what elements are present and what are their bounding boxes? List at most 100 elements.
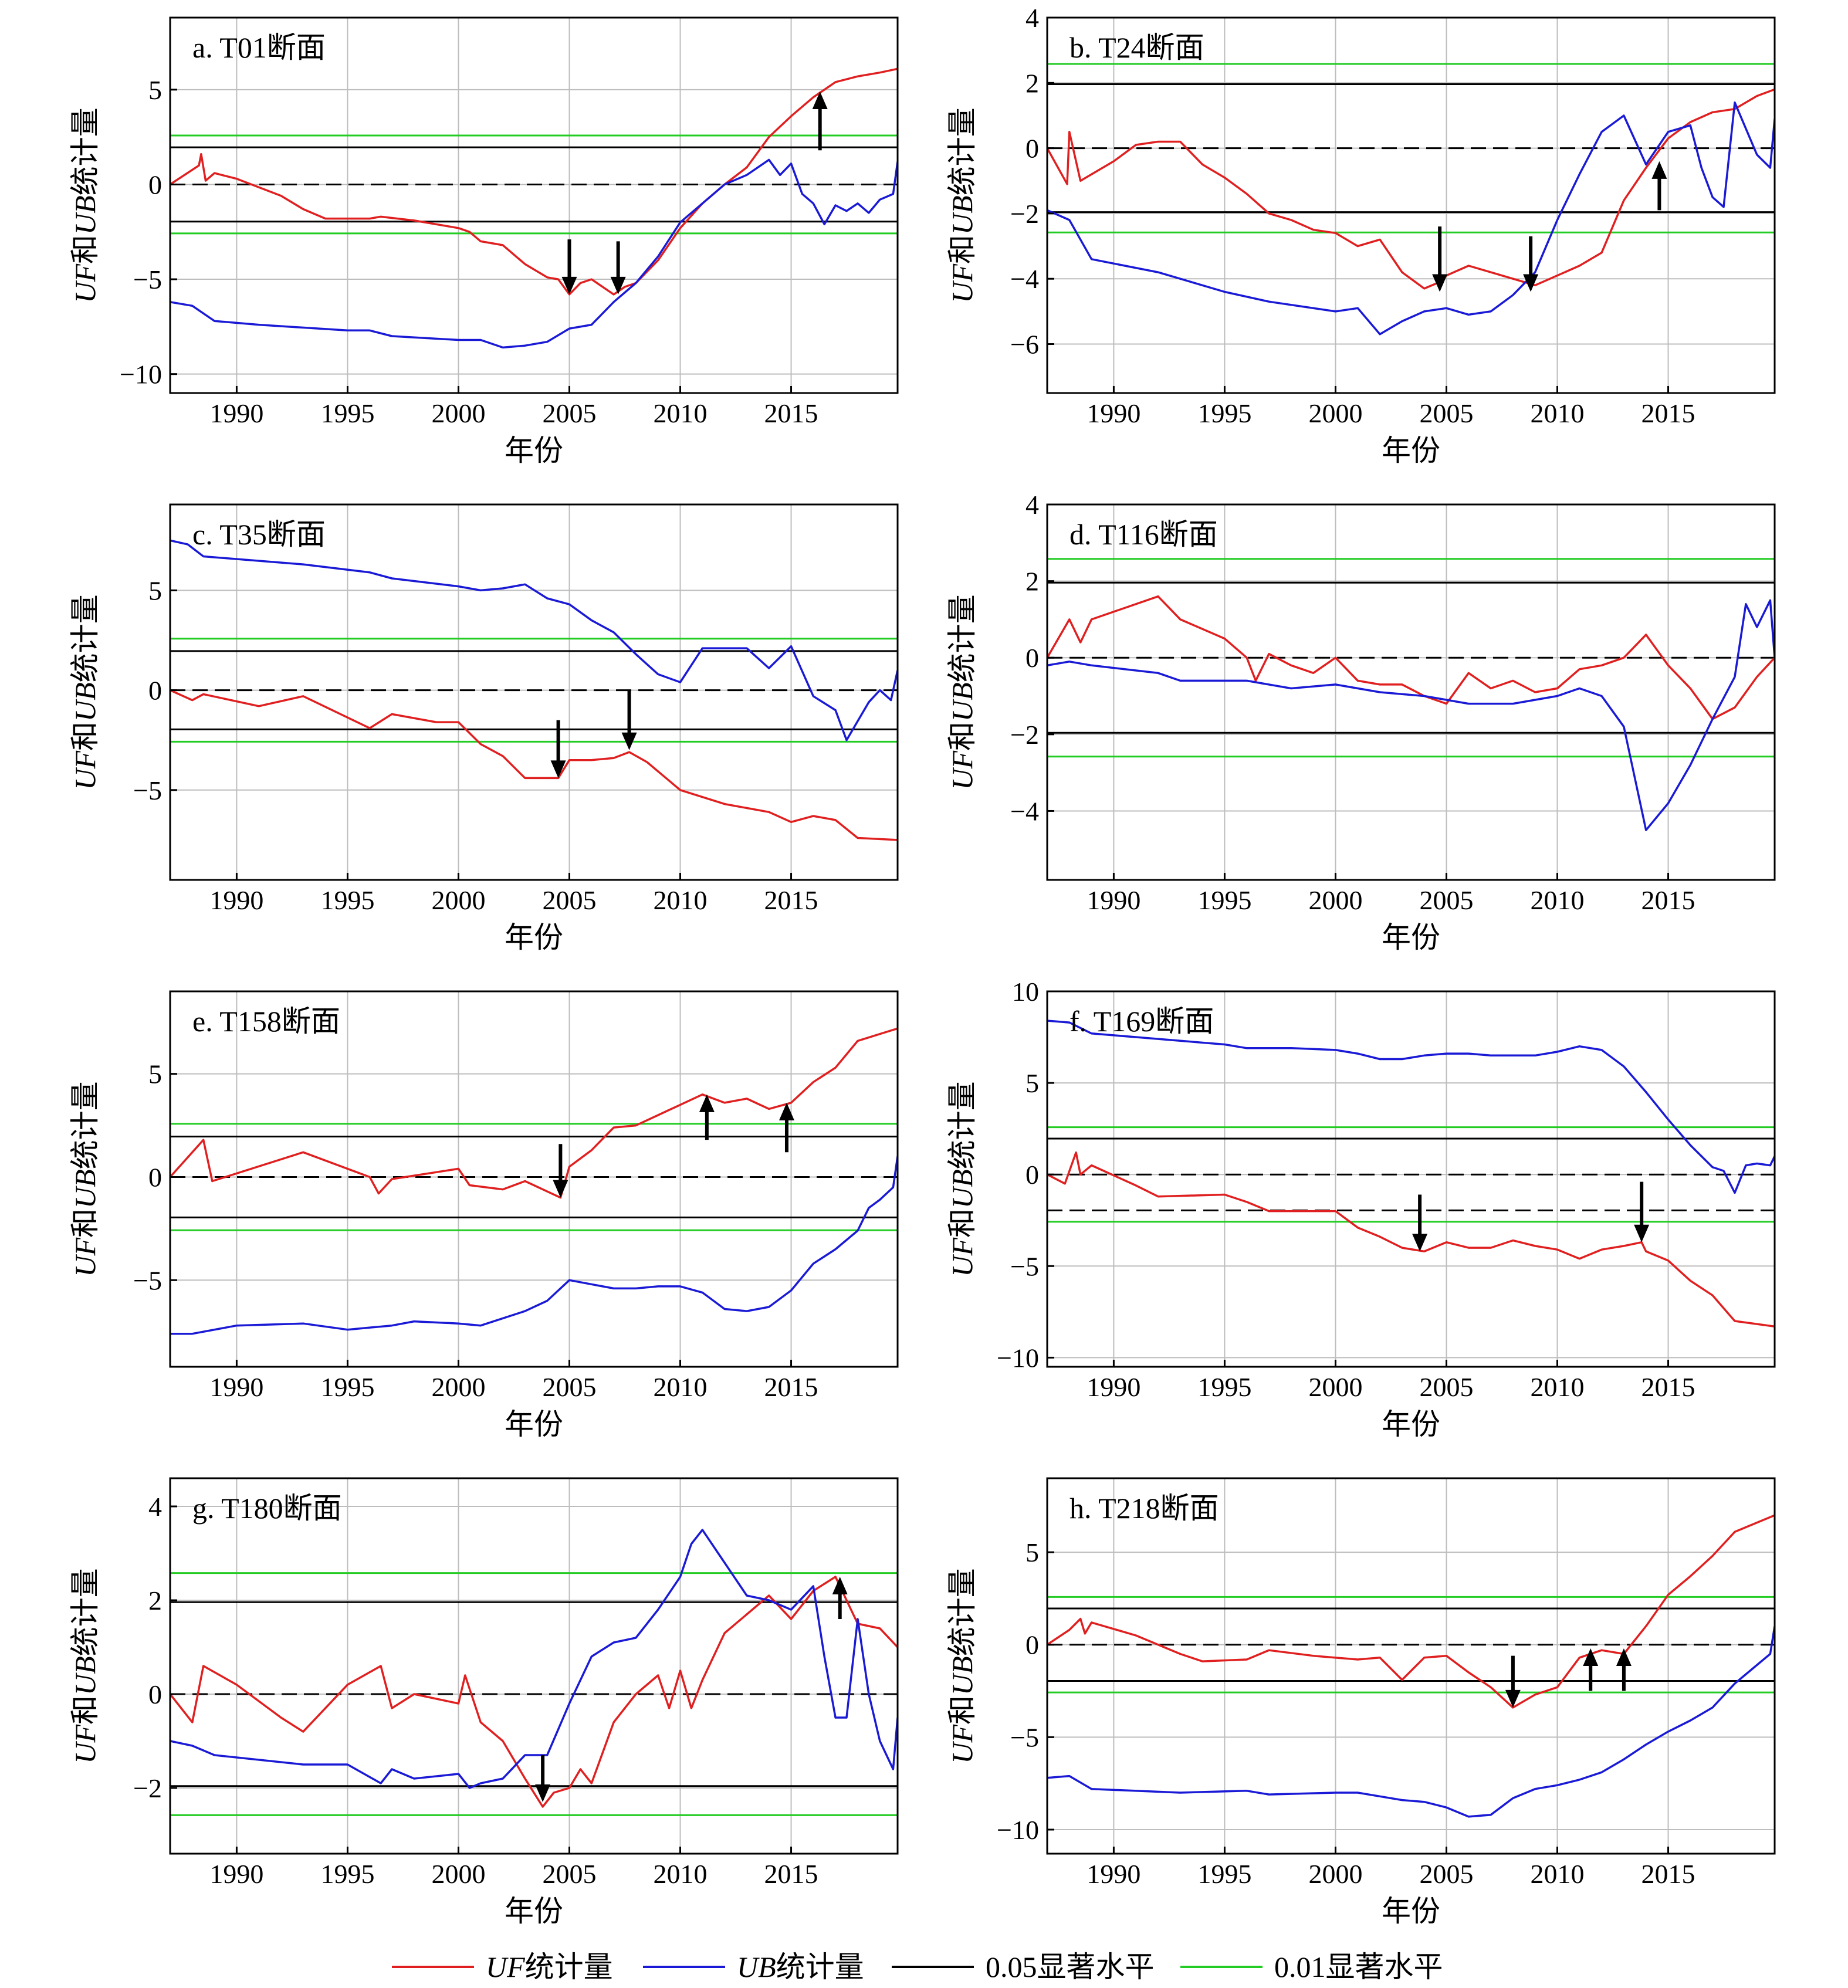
y-tick-label: 0 [148, 1162, 162, 1192]
ub-series-line [170, 158, 898, 349]
plot-area [170, 1027, 898, 1335]
x-tick-label: 1995 [320, 1372, 374, 1402]
y-tick-label: 5 [1025, 1068, 1039, 1098]
y-tick-label: 0 [1025, 1630, 1039, 1660]
y-tick-label: −5 [1010, 1251, 1039, 1281]
y-axis-label-part: 和 [69, 1208, 101, 1238]
x-tick-label: 2010 [1531, 885, 1585, 915]
y-tick-label: −2 [1010, 199, 1039, 229]
y-axis-label-part: UF [946, 751, 979, 790]
y-tick-label: −10 [120, 360, 162, 390]
arrow-head [832, 1577, 848, 1594]
plot-area [1047, 1020, 1775, 1328]
ub-series-line [170, 539, 898, 741]
x-tick-label: 1995 [320, 398, 374, 428]
y-tick-label: −4 [1010, 264, 1039, 294]
y-tick-label: 10 [1012, 977, 1039, 1007]
y-axis-label-part: UF [946, 1238, 979, 1277]
y-axis-label: UF和UB统计量 [69, 1081, 101, 1276]
x-tick-label: 1990 [1087, 1859, 1140, 1889]
y-tick-label: 2 [1025, 68, 1039, 98]
x-tick-label: 1995 [320, 1859, 374, 1889]
legend-sig05-label: 0.05显著水平 [986, 1950, 1155, 1983]
y-axis-label-part: UF [69, 264, 101, 303]
y-tick-label: 4 [148, 1492, 162, 1522]
plot-frame [1046, 1477, 1776, 1855]
uf-series-line [1047, 1514, 1775, 1709]
y-axis-label: UF和UB统计量 [69, 594, 101, 790]
chart-panel: 1990 1995 2000 2005 2010 2015 −6 −4 −2 0 2 4 b. T24断… [946, 3, 1776, 467]
x-tick-label: 2010 [1531, 398, 1585, 428]
legend: UF统计量 UB统计量 0.05显著水平 0.01显著水平 [392, 1950, 1443, 1983]
panel-title: b. T24断面 [1069, 31, 1204, 64]
x-tick-label: 2000 [1308, 398, 1362, 428]
x-tick-label: 2005 [542, 1372, 596, 1402]
x-axis-label: 年份 [1382, 434, 1440, 467]
y-tick-label: −10 [997, 1815, 1039, 1845]
arrow-head [1616, 1648, 1632, 1667]
arrow-head [812, 92, 828, 110]
arrow-head [610, 276, 626, 294]
plot-frame [1046, 503, 1776, 881]
y-axis-label-part: 统计量 [946, 1081, 979, 1169]
y-axis-label-part: UB [946, 682, 979, 722]
y-axis-label: UF和UB统计量 [69, 1568, 101, 1763]
x-axis-label: 年份 [1382, 1408, 1440, 1441]
x-tick-label: 1990 [209, 1859, 263, 1889]
y-axis-label-part: 统计量 [69, 1568, 101, 1656]
y-tick-label: −2 [133, 1773, 162, 1803]
y-axis-label: UF和UB统计量 [69, 107, 101, 303]
x-tick-label: 1995 [320, 885, 374, 915]
y-tick-label: −5 [133, 265, 162, 294]
y-tick-label: 5 [148, 75, 162, 105]
x-tick-label: 2015 [764, 1859, 818, 1889]
y-axis-label-part: 和 [946, 1208, 979, 1238]
x-tick-label: 2010 [654, 398, 708, 428]
x-tick-label: 1990 [209, 885, 263, 915]
x-tick-label: 2010 [1531, 1859, 1585, 1889]
y-tick-label: 5 [148, 1059, 162, 1089]
panel-title: g. T180断面 [192, 1492, 342, 1525]
y-axis-label-part: UF [69, 1238, 101, 1277]
panel-title: e. T158断面 [192, 1005, 340, 1038]
y-axis-label: UF和UB统计量 [946, 594, 979, 790]
y-tick-label: 5 [148, 575, 162, 605]
x-tick-label: 2000 [431, 1859, 485, 1889]
y-axis-label: UF和UB统计量 [946, 107, 979, 303]
y-axis-label-part: UF [946, 264, 979, 303]
arrow-head [1523, 274, 1539, 292]
ub-series-line [1047, 1625, 1775, 1818]
x-tick-label: 2010 [654, 1372, 708, 1402]
y-tick-label: −5 [133, 1265, 162, 1295]
y-axis-label-part: UF [946, 1725, 979, 1764]
y-tick-label: 0 [148, 1679, 162, 1709]
panel-title: f. T169断面 [1069, 1005, 1214, 1038]
x-tick-label: 2000 [431, 398, 485, 428]
x-tick-label: 1990 [209, 398, 263, 428]
x-axis-label: 年份 [505, 1895, 563, 1928]
plot-area [1047, 558, 1775, 831]
plot-area [170, 67, 898, 349]
arrow-head [1583, 1648, 1599, 1667]
plot-frame [1046, 990, 1776, 1368]
chart-panel: 1990 1995 2000 2005 2010 2015 −10 −5 0 5 10 f. T169… [946, 977, 1776, 1441]
chart-panel: 1990 1995 2000 2005 2010 2015 −10 −5 0 5 h. T218断面… [946, 1477, 1776, 1928]
x-tick-label: 2005 [542, 398, 596, 428]
plot-area [1047, 63, 1775, 336]
arrow-head [699, 1094, 715, 1112]
y-axis-label-part: 统计量 [69, 1081, 101, 1169]
x-tick-label: 2005 [1419, 1859, 1473, 1889]
y-tick-label: −4 [1010, 796, 1039, 826]
y-axis-label-part: 和 [69, 1695, 101, 1725]
legend-ub-label: UB统计量 [737, 1950, 864, 1983]
x-axis-label: 年份 [1382, 921, 1440, 954]
plot-frame [169, 503, 899, 881]
y-axis-label: UF和UB统计量 [946, 1081, 979, 1276]
x-tick-label: 1990 [209, 1372, 263, 1402]
x-tick-label: 2000 [431, 1372, 485, 1402]
y-axis-label-part: 统计量 [946, 1568, 979, 1656]
arrow-head [1651, 161, 1667, 179]
ub-series-line [170, 1156, 898, 1335]
